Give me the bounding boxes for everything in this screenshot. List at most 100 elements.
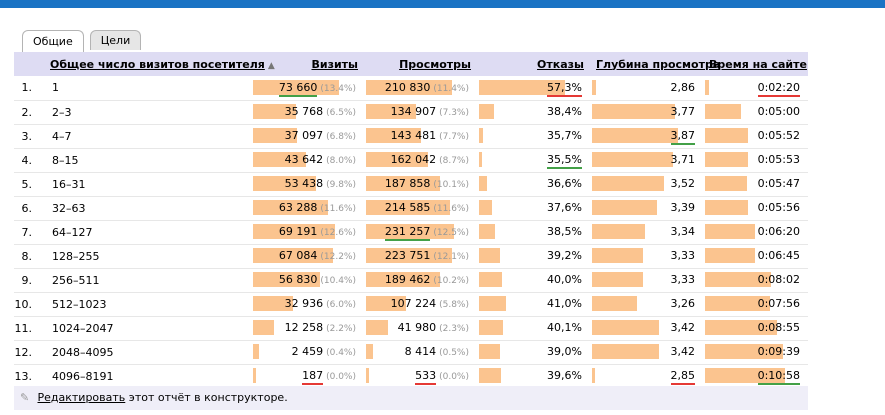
views-bar [366,104,417,119]
cell-time: 0:05:56 [703,196,808,220]
bounces-bar [479,368,502,383]
bounces-value: 40,0% [547,273,582,286]
time-value: 0:06:45 [757,249,800,262]
row-category: 1 [52,81,59,95]
views-percent: (12.1%) [433,252,469,262]
time-bar [705,224,756,239]
cell-time: 0:06:20 [703,220,808,244]
visits-bar [253,224,335,239]
cell-bounces: 38,4% [477,100,590,124]
visits-bar [253,104,297,119]
views-value: 223 751 [384,249,431,262]
depth-bar [592,296,638,311]
cell-visits: 43 642 (8.0%) [251,148,364,172]
table-row: 6. 32–63 63 288 (11.6%) 214 585 (11.6%) 37,6% 3… [14,196,808,220]
views-value: 162 042 [390,153,437,166]
header-views[interactable]: Просмотры [399,57,471,71]
depth-value: 3,42 [670,321,696,334]
time-value: 0:10:58 [757,369,800,385]
header-depth[interactable]: Глубина просмотра [596,57,721,71]
bounces-bar [479,224,495,239]
depth-value: 2,86 [670,80,696,94]
header-category[interactable]: Общее число визитов посетителя ▲ [50,57,275,71]
visits-percent: (0.4%) [326,348,356,358]
table-row: 11. 1024–2047 12 258 (2.2%) 41 980 (2.3%) 40,1… [14,316,808,340]
visits-percent: (6.0%) [326,300,356,310]
visits-bar [253,128,298,143]
row-category: 1024–2047 [52,321,114,335]
bounces-value: 39,0% [547,345,582,358]
cell-bounces: 57,3% [477,76,590,100]
views-value: 533 [415,369,437,385]
cell-depth: 3,34 [590,220,703,244]
visits-bar [253,248,333,263]
cell-views: 533 (0.0%) [364,364,477,388]
time-value: 0:02:20 [757,81,800,97]
time-value: 0:05:56 [757,201,800,214]
bounces-value: 57,3% [547,81,582,97]
header-visits[interactable]: Визиты [311,57,358,71]
visits-bar [253,79,340,95]
visits-value: 56 830 [278,273,318,286]
cell-views: 41 980 (2.3%) [364,316,477,340]
row-index: 1. [21,81,33,95]
report-footer: ✎ Редактировать этот отчёт в конструктор… [14,386,808,410]
views-percent: (0.5%) [439,348,469,358]
cell-visits: 56 830 (10.4%) [251,268,364,292]
views-bar [366,79,453,95]
depth-bar [592,104,675,119]
cell-views: 107 224 (5.8%) [364,292,477,316]
views-value: 210 830 [384,80,431,94]
views-value: 231 257 [384,225,431,241]
depth-bar [592,272,644,287]
views-bar [366,128,421,143]
visits-bar [253,176,316,191]
views-bar [366,344,374,359]
tab-goals[interactable]: Цели [89,30,142,50]
views-bar [366,296,406,311]
visits-value: 63 288 [278,201,318,214]
bounces-bar [479,79,566,95]
cell-visits: 187 (0.0%) [251,364,364,388]
depth-value: 3,42 [670,345,696,358]
time-bar [705,296,770,311]
views-bar [366,200,450,215]
header-time[interactable]: Время на сайте [709,57,807,71]
edit-report-link[interactable]: Редактировать [37,391,126,404]
visits-value: 69 191 [278,225,318,238]
bounces-value: 36,6% [547,177,582,190]
cell-visits: 37 097 (6.8%) [251,124,364,148]
row-index: 4. [21,153,33,167]
time-value: 0:06:20 [757,225,800,238]
cell-visits: 12 258 (2.2%) [251,316,364,340]
visits-bar [253,200,328,215]
row-index: 13. [14,369,33,383]
bounces-value: 39,2% [547,249,582,262]
cell-views: 214 585 (11.6%) [364,196,477,220]
tab-general[interactable]: Общие [22,30,84,52]
row-category: 256–511 [52,273,100,287]
row-index: 10. [14,297,33,311]
footer-text: этот отчёт в конструкторе. [128,391,288,404]
depth-bar [592,152,673,167]
visits-value: 73 660 [278,81,318,97]
views-value: 187 858 [384,177,431,190]
header-bounces[interactable]: Отказы [537,57,584,71]
time-bar [705,272,771,287]
row-index: 9. [21,273,33,287]
views-value: 143 481 [390,129,437,142]
views-bar [366,224,455,239]
cell-time: 0:10:58 [703,364,808,388]
visits-percent: (13.4%) [320,83,356,94]
views-percent: (0.0%) [439,372,469,382]
cell-time: 0:02:20 [703,76,808,100]
bounces-bar [479,152,483,167]
bounces-value: 39,6% [547,369,582,382]
time-value: 0:05:00 [757,105,800,118]
cell-depth: 3,71 [590,148,703,172]
views-bar [366,152,428,167]
visits-percent: (11.6%) [320,204,356,214]
views-value: 214 585 [384,201,431,214]
depth-value: 2,85 [670,369,695,385]
views-value: 107 224 [390,297,437,310]
